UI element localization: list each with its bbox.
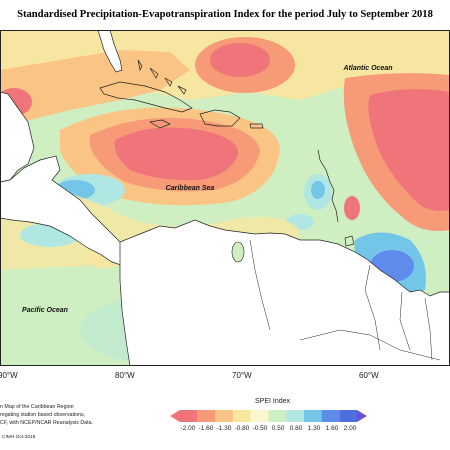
borders	[249, 239, 441, 361]
map-area: Atlantic Ocean Caribbean Sea Pacific Oce…	[0, 30, 450, 366]
island-cuba	[99, 81, 193, 113]
island-jamaica	[149, 119, 171, 129]
islands	[99, 59, 355, 247]
note-line-1: n Map of the Caribbean Region	[0, 404, 74, 410]
border-brazil	[299, 329, 441, 361]
legend-label-1: -2.00	[180, 425, 196, 432]
legend-swatch-3	[215, 410, 234, 422]
legend-title: SPEI Index	[254, 398, 291, 405]
field-extreme-central-atlantic	[210, 43, 270, 77]
lake-maracaibo	[231, 241, 245, 263]
land	[0, 30, 450, 366]
legend-swatch-5	[250, 410, 269, 422]
legend-label-8: 1.30	[307, 425, 321, 432]
legend-label-10: 2.00	[343, 425, 357, 432]
label-atlantic: Atlantic Ocean	[342, 65, 392, 72]
border-colombia-venezuela	[249, 239, 271, 331]
map-title: Standardised Precipitation-Evapotranspir…	[17, 9, 433, 20]
label-caribbean: Caribbean Sea	[166, 185, 215, 192]
note-line-2: regating station based observations,	[0, 412, 86, 418]
island-hispaniola	[199, 109, 241, 127]
border-guyana-suriname	[399, 291, 411, 351]
island-trinidad	[344, 235, 355, 247]
border-venezuela-guyana	[364, 264, 381, 351]
legend-label-5: -0.50	[252, 425, 268, 432]
note-line-3: CF, with NCEP/NCAR Reanalysis Data.	[0, 420, 94, 426]
legend-label-2: -1.60	[198, 425, 214, 432]
legend-swatch-9	[321, 410, 340, 422]
border-suriname-guiana	[424, 297, 433, 361]
legend-swatch-4	[233, 410, 251, 422]
legend-label-9: 1.60	[325, 425, 339, 432]
field-moderate-wet-anegada	[311, 181, 325, 199]
spei-legend: SPEI Index -2.00 -1.60 -1.30 -0.80 -0.50…	[170, 396, 375, 436]
field-extreme-east	[368, 89, 450, 211]
map-canvas: Atlantic Ocean Caribbean Sea Pacific Oce…	[0, 30, 450, 366]
island-lesser-antilles	[317, 149, 339, 223]
land-south-america	[119, 219, 450, 366]
legend-colorbar	[170, 410, 367, 422]
lon-tick-90w: 90°W	[0, 371, 18, 380]
label-pacific: Pacific Ocean	[22, 307, 68, 314]
field-dry-gulf	[0, 50, 190, 125]
legend-swatch-6	[268, 410, 287, 422]
lon-tick-60w: 60°W	[359, 371, 379, 380]
legend-label-4: -0.80	[234, 425, 250, 432]
legend-swatch-1	[180, 410, 198, 422]
island-puerto-rico	[249, 123, 264, 129]
legend-arrow-left	[170, 410, 180, 422]
legend-label-3: -1.30	[216, 425, 232, 432]
lon-tick-80w: 80°W	[115, 371, 135, 380]
legend-swatch-7	[286, 410, 304, 422]
island-bahamas-4	[177, 85, 187, 95]
legend-arrow-right	[357, 410, 367, 422]
land-florida	[97, 30, 123, 73]
legend-swatch-8	[303, 410, 322, 422]
credit: CIMH Oct-2018	[2, 435, 36, 440]
legend-label-6: 0.50	[271, 425, 285, 432]
field-extreme-caribbean	[114, 127, 239, 181]
legend-swatch-2	[197, 410, 216, 422]
island-bahamas-1	[137, 59, 143, 72]
field-extreme-antilles	[344, 196, 360, 220]
island-bahamas-2	[149, 67, 159, 79]
lon-tick-70w: 70°W	[232, 371, 252, 380]
island-bahamas-3	[164, 77, 173, 87]
legend-label-7: 0.80	[289, 425, 303, 432]
legend-swatch-10	[339, 410, 357, 422]
